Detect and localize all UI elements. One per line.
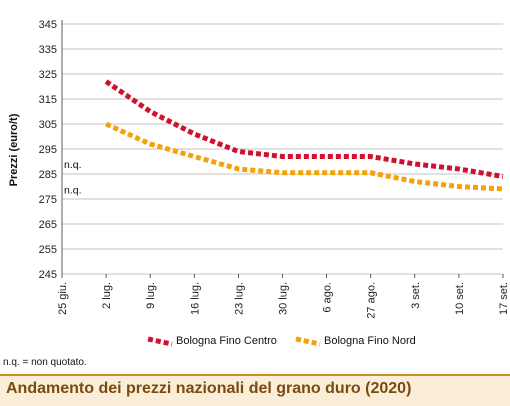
y-tick-label: 325 bbox=[39, 69, 57, 81]
footnote: n.q. = non quotato. bbox=[3, 357, 87, 368]
x-tick-label: 16 lug. bbox=[189, 282, 201, 315]
annotations: n.q. n.q. bbox=[64, 159, 82, 197]
x-tick-label: 27 ago. bbox=[366, 282, 378, 319]
y-tick-label: 275 bbox=[39, 194, 57, 206]
nq-annotation: n.q. bbox=[64, 159, 82, 171]
series-line-1 bbox=[104, 79, 504, 179]
y-tick-label: 305 bbox=[39, 119, 57, 131]
legend-label-2: Bologna Fino Nord bbox=[324, 335, 416, 347]
chart: 245 255 265 275 285 295 305 315 325 335 345 25 giu… bbox=[8, 19, 510, 347]
title-bar: Andamento dei prezzi nazionali del grano… bbox=[0, 374, 510, 406]
y-tick-label: 245 bbox=[39, 269, 57, 281]
legend-label-1: Bologna Fino Centro bbox=[176, 335, 277, 347]
grid-lines bbox=[61, 20, 504, 278]
legend-swatch-1 bbox=[147, 336, 173, 347]
y-tick-label: 295 bbox=[39, 144, 57, 156]
legend: Bologna Fino Centro Bologna Fino Nord bbox=[147, 335, 416, 347]
x-tick-labels: 25 giu. 2 lug. 9 lug. 16 lug. 23 lug. 30 lug.… bbox=[57, 282, 510, 319]
y-tick-label: 315 bbox=[39, 94, 57, 106]
legend-swatch-2 bbox=[295, 336, 321, 347]
x-tick-label: 10 set. bbox=[454, 282, 466, 315]
x-tick-label: 25 giu. bbox=[57, 282, 69, 315]
chart-title: Andamento dei prezzi nazionali del grano… bbox=[6, 380, 412, 397]
x-tick-label: 30 lug. bbox=[278, 282, 290, 315]
nq-annotation: n.q. bbox=[64, 185, 82, 197]
series-lines bbox=[104, 79, 504, 192]
x-tick-label: 9 lug. bbox=[145, 282, 157, 309]
y-tick-labels: 245 255 265 275 285 295 305 315 325 335 345 bbox=[39, 19, 57, 281]
x-tick-label: 17 set. bbox=[498, 282, 510, 315]
y-tick-label: 265 bbox=[39, 219, 57, 231]
x-tick-label: 2 lug. bbox=[101, 282, 113, 309]
y-tick-label: 345 bbox=[39, 19, 57, 31]
x-tick-label: 23 lug. bbox=[233, 282, 245, 315]
x-tick-label: 6 ago. bbox=[322, 282, 334, 313]
y-axis-label: Prezzi (euro/t) bbox=[8, 113, 20, 186]
y-tick-label: 285 bbox=[39, 169, 57, 181]
y-tick-label: 255 bbox=[39, 244, 57, 256]
x-tick-label: 3 set. bbox=[410, 282, 422, 309]
series-line-2 bbox=[105, 121, 504, 192]
y-tick-label: 335 bbox=[39, 44, 57, 56]
